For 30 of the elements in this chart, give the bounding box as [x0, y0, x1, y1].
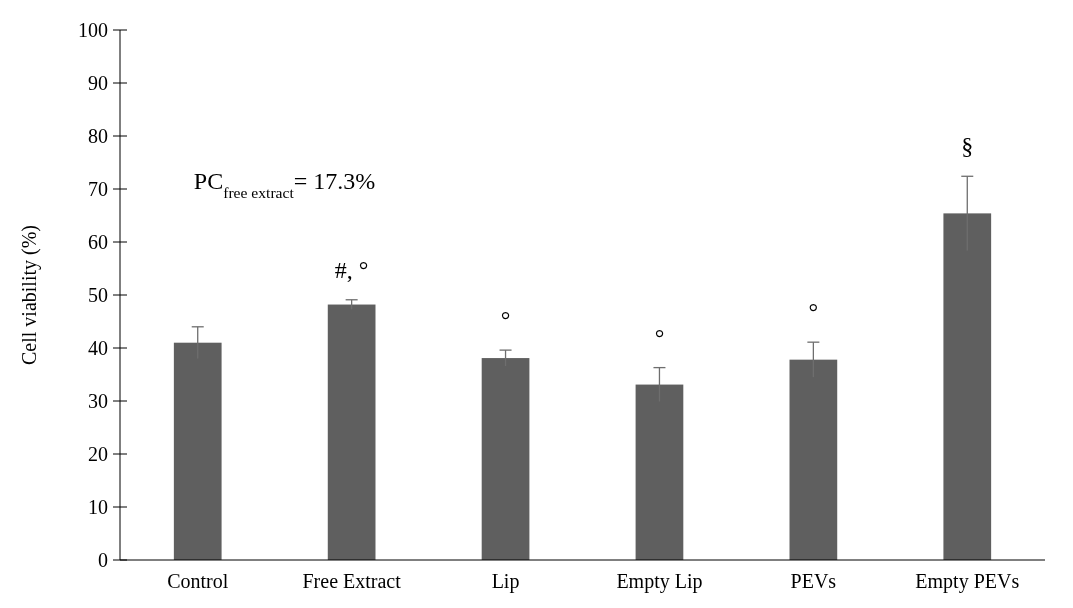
annotation: °: [654, 324, 665, 351]
bar: [635, 384, 684, 560]
y-tick-label: 80: [88, 125, 108, 147]
annotation: °: [808, 299, 819, 326]
y-tick-label: 100: [78, 19, 108, 41]
y-tick-label: 70: [88, 178, 108, 200]
bar: [327, 304, 376, 560]
annotation: #, °: [334, 256, 369, 283]
y-tick-label: 40: [88, 337, 108, 359]
y-axis-title: Cell viability (%): [18, 225, 41, 365]
x-tick-label: Control: [167, 570, 229, 592]
bar: [481, 358, 530, 560]
y-tick-label: 90: [88, 72, 108, 94]
y-tick-label: 60: [88, 231, 108, 253]
annotation: PC$_{free extract}$= 17.3%: [193, 168, 376, 201]
x-tick-label: Free Extract: [302, 570, 402, 592]
annotation: °: [500, 307, 511, 334]
y-tick-label: 20: [88, 443, 108, 465]
y-tick-label: 0: [98, 549, 108, 571]
y-tick-label: 50: [88, 284, 108, 306]
x-tick-label: Empty Lip: [616, 570, 703, 593]
bar: [173, 342, 222, 560]
x-tick-label: Lip: [491, 570, 520, 593]
annotation: §: [961, 133, 974, 160]
bar: [943, 213, 992, 560]
x-tick-label: PEVs: [790, 570, 837, 592]
y-tick-label: 10: [88, 496, 108, 518]
x-tick-label: Empty PEVs: [915, 570, 1020, 593]
y-tick-label: 30: [88, 390, 108, 412]
bar: [789, 359, 838, 560]
